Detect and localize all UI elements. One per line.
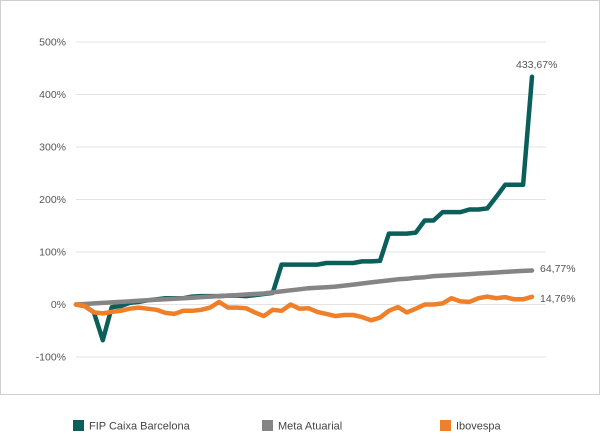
legend-label-meta-atuarial: Meta Atuarial [278, 421, 342, 433]
end-value-labels: 433,67% 64,77% 14,76% [516, 59, 576, 305]
gridlines [76, 41, 546, 358]
legend-swatch-ibovespa [440, 420, 451, 431]
end-label-meta-atuarial: 64,77% [540, 263, 576, 275]
legend: FIP Caixa Barcelona Meta Atuarial Ibovespa [73, 420, 502, 433]
y-tick-label: 300% [39, 142, 66, 154]
legend-label-ibovespa: Ibovespa [456, 421, 502, 433]
y-tick-label: 0% [51, 299, 66, 311]
y-tick-label: 100% [39, 247, 66, 259]
series-line-meta-atuarial [73, 268, 535, 307]
y-tick-label: 400% [39, 89, 66, 101]
series-line-ibovespa [73, 294, 535, 323]
legend-swatch-meta-atuarial [262, 420, 273, 431]
y-tick-label: 200% [39, 194, 66, 206]
end-label-ibovespa: 14,76% [540, 293, 576, 305]
y-tick-label: 500% [39, 37, 66, 49]
legend-label-fip-caixa-barcelona: FIP Caixa Barcelona [89, 421, 191, 433]
y-tick-label: -100% [36, 352, 66, 364]
series-lines [73, 74, 535, 343]
y-axis-tick-labels: -100% 0% 100% 200% 300% 400% 500% [36, 37, 66, 364]
end-label-fip-caixa-barcelona: 433,67% [516, 59, 557, 71]
legend-swatch-fip-caixa-barcelona [73, 420, 84, 431]
